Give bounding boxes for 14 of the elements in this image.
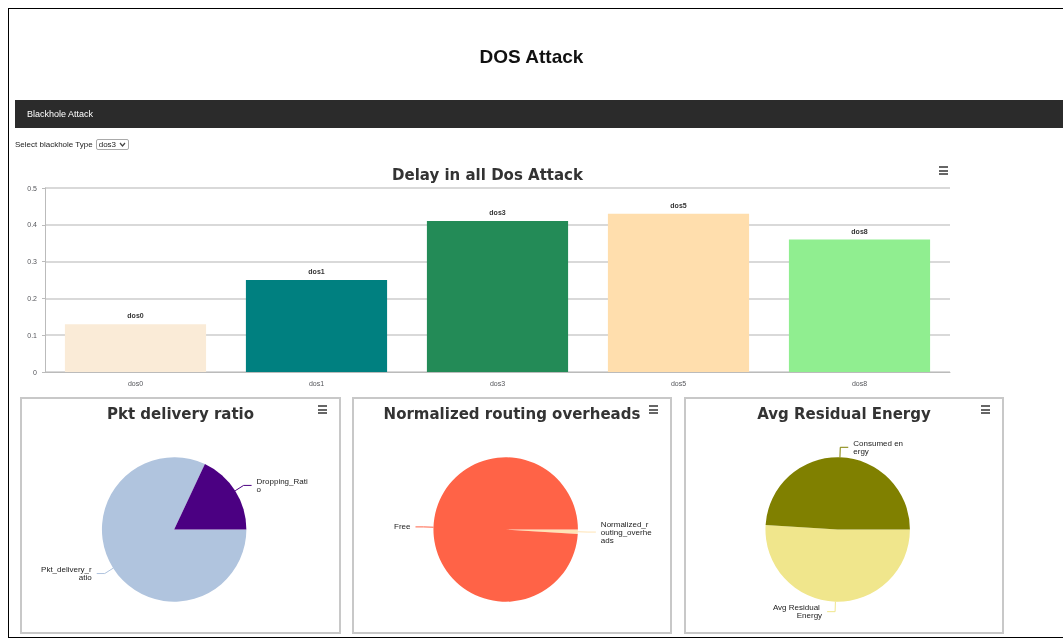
slice-label: Consumed energy (853, 438, 904, 456)
chart-title: Normalized routing overheads (383, 404, 641, 423)
text: DOS Attack (478, 46, 585, 68)
slice-label: Dropping_Ratio (256, 476, 308, 494)
text: Blackhole Attack (15, 100, 1063, 128)
slice-label: Free (394, 522, 412, 532)
text: Select blackhole Type (15, 140, 93, 149)
slice-label: Pkt_delivery_ratio (41, 565, 93, 583)
slice-label: Avg Residual Energy (772, 603, 823, 621)
slice-label: Normalized_routing_overheads (600, 519, 653, 545)
text: dos3 (98, 140, 117, 149)
chart-title: Delay in all Dos Attack (392, 165, 584, 184)
chart-title: Avg Residual Energy (757, 404, 931, 423)
chart-title: Pkt delivery ratio (106, 404, 255, 423)
